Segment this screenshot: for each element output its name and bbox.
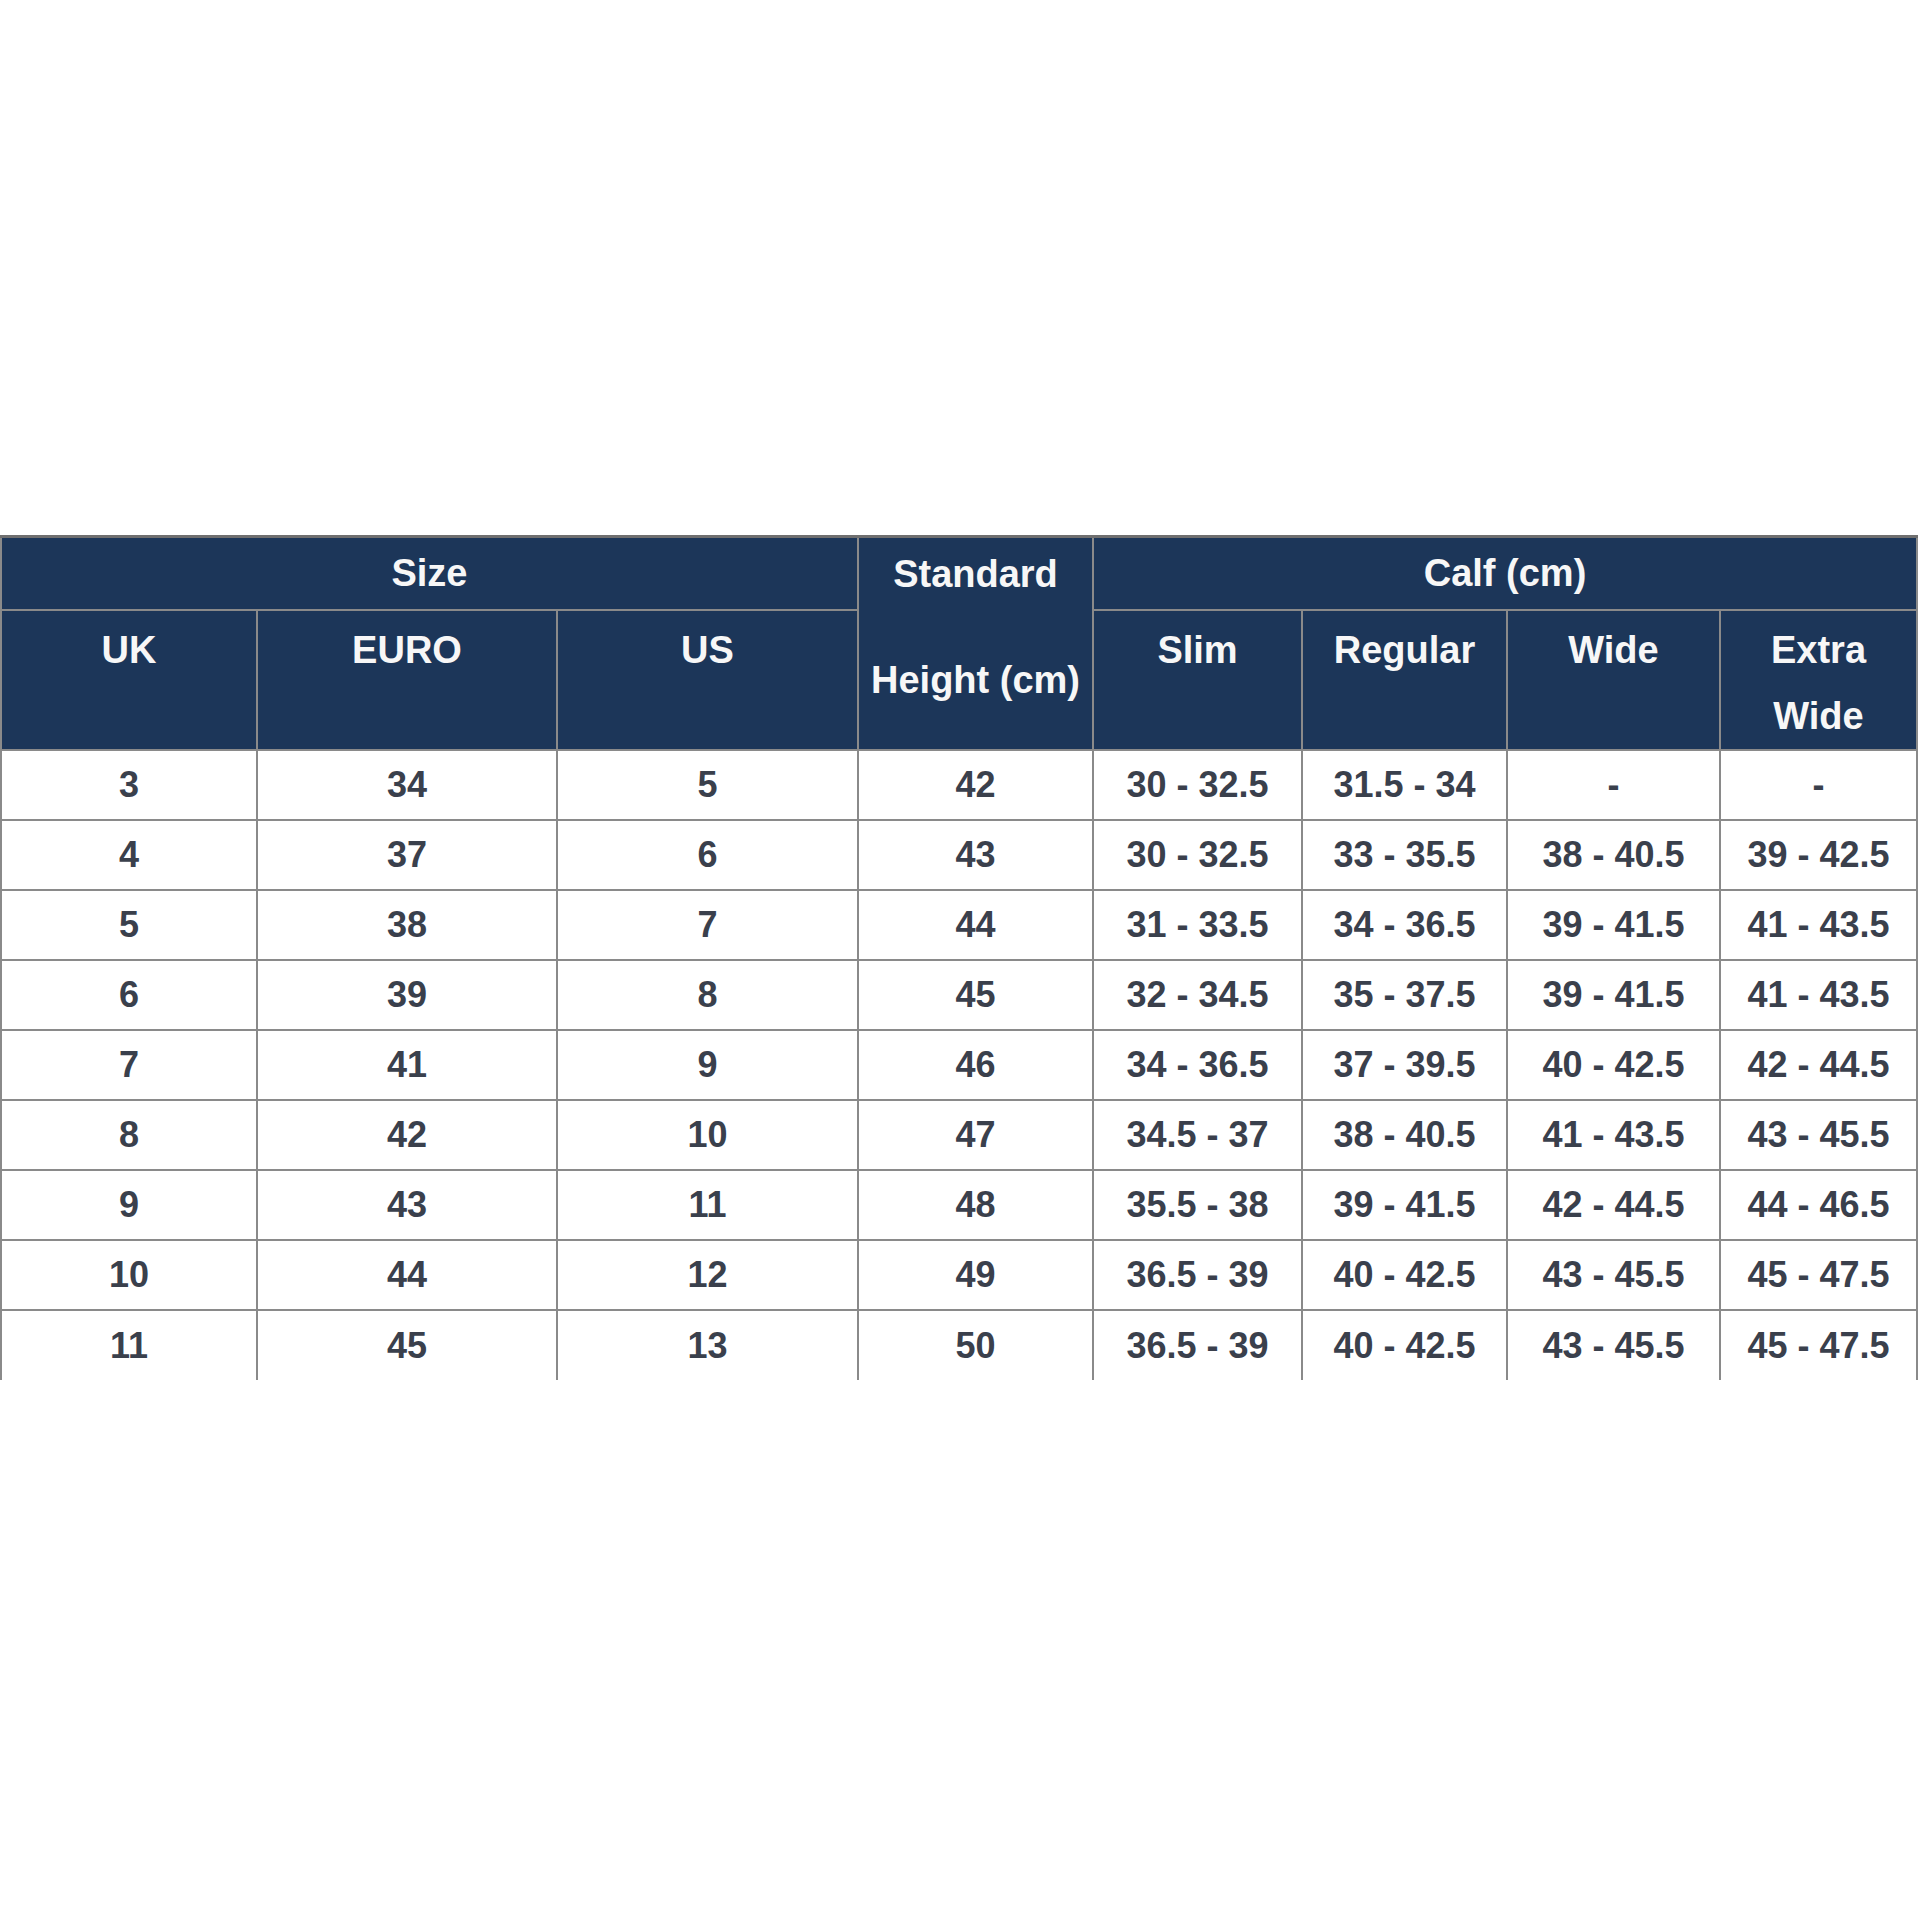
cell-calf-regular: 35 - 37.5 [1302, 960, 1507, 1030]
cell-euro-size: 41 [257, 1030, 557, 1100]
cell-calf-extra-wide: - [1720, 750, 1917, 820]
cell-standard-height: 49 [858, 1240, 1093, 1310]
cell-euro-size: 34 [257, 750, 557, 820]
cell-calf-slim: 32 - 34.5 [1093, 960, 1302, 1030]
cell-calf-regular: 40 - 42.5 [1302, 1310, 1507, 1380]
cell-euro-size: 44 [257, 1240, 557, 1310]
table-row: 7 41 9 46 34 - 36.5 37 - 39.5 40 - 42.5 … [1, 1030, 1917, 1100]
cell-calf-regular: 38 - 40.5 [1302, 1100, 1507, 1170]
header-extra-wide: Extra Wide [1720, 610, 1917, 750]
header-slim: Slim [1093, 610, 1302, 750]
cell-us-size: 5 [557, 750, 858, 820]
header-standard-height: Standard Height (cm) [858, 537, 1093, 751]
cell-calf-regular: 34 - 36.5 [1302, 890, 1507, 960]
cell-us-size: 7 [557, 890, 858, 960]
cell-calf-wide: - [1507, 750, 1720, 820]
cell-calf-slim: 30 - 32.5 [1093, 820, 1302, 890]
cell-calf-wide: 38 - 40.5 [1507, 820, 1720, 890]
cell-calf-extra-wide: 43 - 45.5 [1720, 1100, 1917, 1170]
cell-calf-wide: 43 - 45.5 [1507, 1240, 1720, 1310]
cell-calf-slim: 34 - 36.5 [1093, 1030, 1302, 1100]
header-us: US [557, 610, 858, 750]
cell-uk-size: 11 [1, 1310, 257, 1380]
cell-calf-regular: 40 - 42.5 [1302, 1240, 1507, 1310]
table-row: 9 43 11 48 35.5 - 38 39 - 41.5 42 - 44.5… [1, 1170, 1917, 1240]
header-euro: EURO [257, 610, 557, 750]
cell-calf-regular: 37 - 39.5 [1302, 1030, 1507, 1100]
cell-calf-wide: 43 - 45.5 [1507, 1310, 1720, 1380]
cell-standard-height: 45 [858, 960, 1093, 1030]
cell-calf-slim: 30 - 32.5 [1093, 750, 1302, 820]
cell-calf-wide: 40 - 42.5 [1507, 1030, 1720, 1100]
cell-calf-extra-wide: 39 - 42.5 [1720, 820, 1917, 890]
cell-calf-extra-wide: 41 - 43.5 [1720, 890, 1917, 960]
cell-us-size: 9 [557, 1030, 858, 1100]
cell-calf-slim: 36.5 - 39 [1093, 1310, 1302, 1380]
cell-us-size: 13 [557, 1310, 858, 1380]
cell-calf-regular: 33 - 35.5 [1302, 820, 1507, 890]
size-chart-body: 3 34 5 42 30 - 32.5 31.5 - 34 - - 4 37 6… [1, 750, 1917, 1380]
header-standard-line2: Height (cm) [859, 611, 1092, 749]
cell-calf-extra-wide: 45 - 47.5 [1720, 1240, 1917, 1310]
cell-standard-height: 46 [858, 1030, 1093, 1100]
cell-euro-size: 42 [257, 1100, 557, 1170]
size-chart-table: Size Standard Height (cm) Calf (cm) UK E… [0, 535, 1918, 1380]
cell-calf-slim: 35.5 - 38 [1093, 1170, 1302, 1240]
cell-us-size: 10 [557, 1100, 858, 1170]
header-wide: Wide [1507, 610, 1720, 750]
header-standard-line1: Standard [859, 538, 1092, 611]
cell-us-size: 8 [557, 960, 858, 1030]
size-chart-header: Size Standard Height (cm) Calf (cm) UK E… [1, 537, 1917, 751]
cell-euro-size: 45 [257, 1310, 557, 1380]
cell-us-size: 11 [557, 1170, 858, 1240]
cell-calf-extra-wide: 45 - 47.5 [1720, 1310, 1917, 1380]
cell-calf-slim: 34.5 - 37 [1093, 1100, 1302, 1170]
cell-euro-size: 37 [257, 820, 557, 890]
cell-uk-size: 3 [1, 750, 257, 820]
header-calf-group: Calf (cm) [1093, 537, 1917, 610]
cell-uk-size: 8 [1, 1100, 257, 1170]
cell-calf-slim: 31 - 33.5 [1093, 890, 1302, 960]
cell-us-size: 12 [557, 1240, 858, 1310]
cell-calf-wide: 39 - 41.5 [1507, 890, 1720, 960]
table-row: 5 38 7 44 31 - 33.5 34 - 36.5 39 - 41.5 … [1, 890, 1917, 960]
cell-calf-regular: 31.5 - 34 [1302, 750, 1507, 820]
cell-standard-height: 47 [858, 1100, 1093, 1170]
cell-calf-wide: 42 - 44.5 [1507, 1170, 1720, 1240]
cell-standard-height: 43 [858, 820, 1093, 890]
header-uk: UK [1, 610, 257, 750]
cell-calf-wide: 39 - 41.5 [1507, 960, 1720, 1030]
cell-calf-regular: 39 - 41.5 [1302, 1170, 1507, 1240]
cell-uk-size: 6 [1, 960, 257, 1030]
cell-standard-height: 50 [858, 1310, 1093, 1380]
cell-uk-size: 7 [1, 1030, 257, 1100]
cell-standard-height: 42 [858, 750, 1093, 820]
cell-calf-extra-wide: 44 - 46.5 [1720, 1170, 1917, 1240]
cell-standard-height: 44 [858, 890, 1093, 960]
cell-euro-size: 43 [257, 1170, 557, 1240]
cell-calf-extra-wide: 42 - 44.5 [1720, 1030, 1917, 1100]
size-chart-page: Size Standard Height (cm) Calf (cm) UK E… [0, 535, 1920, 1380]
table-row: 6 39 8 45 32 - 34.5 35 - 37.5 39 - 41.5 … [1, 960, 1917, 1030]
cell-uk-size: 9 [1, 1170, 257, 1240]
table-row: 10 44 12 49 36.5 - 39 40 - 42.5 43 - 45.… [1, 1240, 1917, 1310]
header-regular: Regular [1302, 610, 1507, 750]
cell-euro-size: 38 [257, 890, 557, 960]
header-size-group: Size [1, 537, 858, 610]
cell-calf-slim: 36.5 - 39 [1093, 1240, 1302, 1310]
table-row: 3 34 5 42 30 - 32.5 31.5 - 34 - - [1, 750, 1917, 820]
cell-euro-size: 39 [257, 960, 557, 1030]
cell-calf-extra-wide: 41 - 43.5 [1720, 960, 1917, 1030]
table-row: 11 45 13 50 36.5 - 39 40 - 42.5 43 - 45.… [1, 1310, 1917, 1380]
header-group-row: Size Standard Height (cm) Calf (cm) [1, 537, 1917, 610]
cell-us-size: 6 [557, 820, 858, 890]
cell-standard-height: 48 [858, 1170, 1093, 1240]
table-row: 8 42 10 47 34.5 - 37 38 - 40.5 41 - 43.5… [1, 1100, 1917, 1170]
cell-uk-size: 10 [1, 1240, 257, 1310]
cell-calf-wide: 41 - 43.5 [1507, 1100, 1720, 1170]
cell-uk-size: 4 [1, 820, 257, 890]
cell-uk-size: 5 [1, 890, 257, 960]
table-row: 4 37 6 43 30 - 32.5 33 - 35.5 38 - 40.5 … [1, 820, 1917, 890]
